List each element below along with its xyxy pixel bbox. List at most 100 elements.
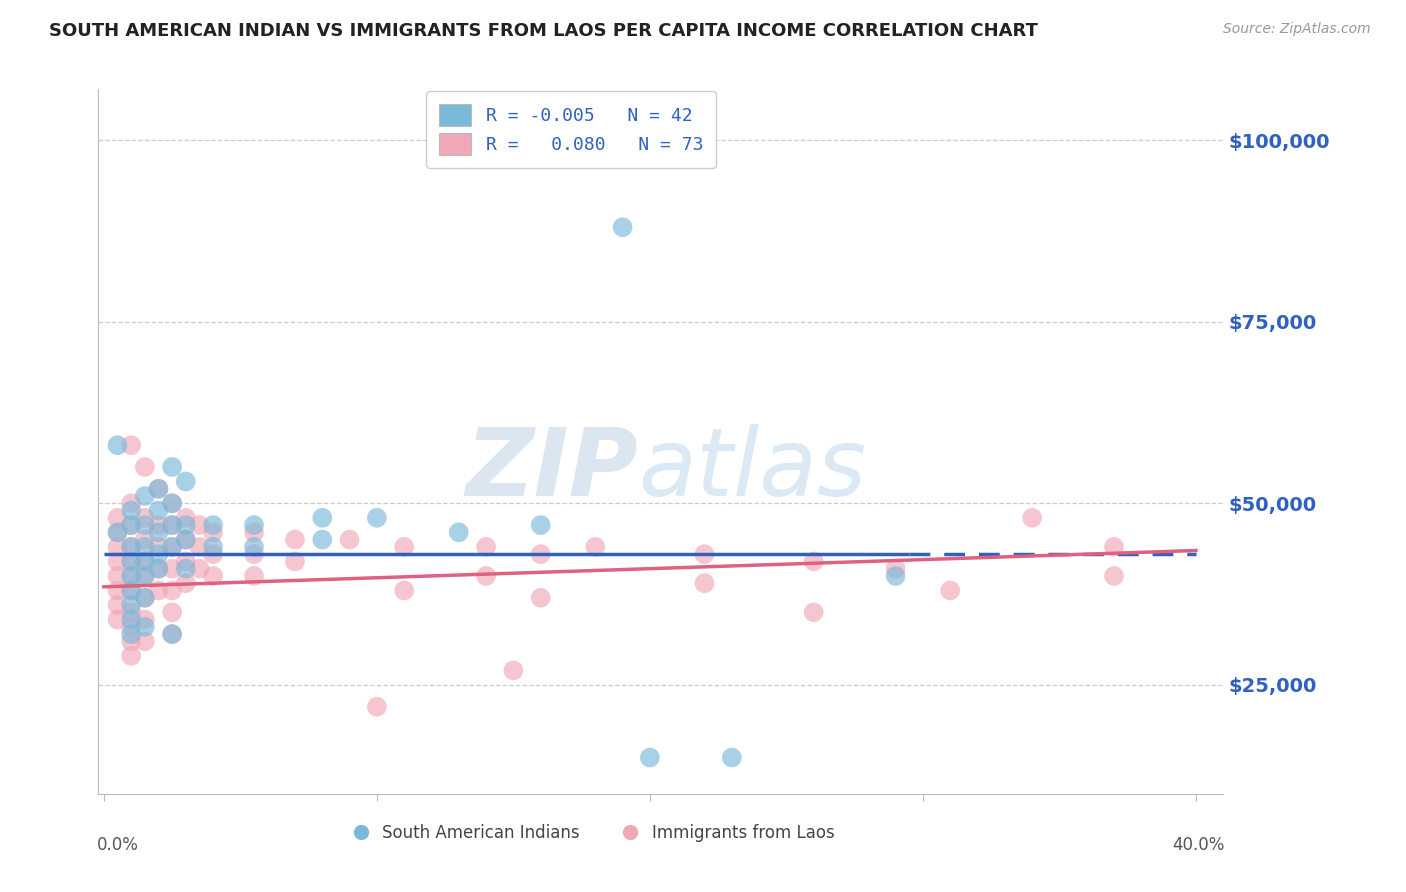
Point: [447, 525, 470, 540]
Point: [134, 634, 156, 648]
Point: [120, 540, 142, 554]
Point: [134, 533, 156, 547]
Point: [160, 460, 183, 475]
Point: [120, 569, 142, 583]
Point: [120, 503, 142, 517]
Point: [134, 613, 156, 627]
Point: [311, 533, 333, 547]
Text: ZIP: ZIP: [465, 424, 638, 516]
Point: [160, 518, 183, 533]
Point: [120, 518, 142, 533]
Point: [243, 525, 266, 540]
Point: [134, 569, 156, 583]
Point: [475, 569, 498, 583]
Point: [148, 583, 170, 598]
Point: [107, 569, 129, 583]
Point: [120, 554, 142, 568]
Point: [148, 518, 170, 533]
Point: [120, 613, 142, 627]
Point: [174, 562, 197, 576]
Point: [243, 540, 266, 554]
Point: [160, 496, 183, 510]
Point: [939, 583, 962, 598]
Point: [284, 554, 307, 568]
Point: [107, 598, 129, 612]
Point: [120, 569, 142, 583]
Point: [392, 540, 415, 554]
Point: [160, 562, 183, 576]
Point: [202, 569, 225, 583]
Point: [120, 518, 142, 533]
Point: [134, 591, 156, 605]
Point: [160, 627, 183, 641]
Point: [284, 533, 307, 547]
Point: [160, 518, 183, 533]
Point: [107, 583, 129, 598]
Point: [174, 576, 197, 591]
Point: [120, 496, 142, 510]
Point: [202, 525, 225, 540]
Point: [107, 554, 129, 568]
Point: [638, 750, 661, 764]
Point: [530, 518, 553, 533]
Text: Source: ZipAtlas.com: Source: ZipAtlas.com: [1223, 22, 1371, 37]
Point: [174, 475, 197, 489]
Point: [188, 540, 211, 554]
Point: [107, 525, 129, 540]
Point: [160, 583, 183, 598]
Point: [174, 511, 197, 525]
Point: [148, 482, 170, 496]
Point: [134, 540, 156, 554]
Point: [120, 583, 142, 598]
Point: [1021, 511, 1043, 525]
Point: [120, 648, 142, 663]
Point: [693, 576, 716, 591]
Point: [583, 540, 606, 554]
Point: [884, 569, 907, 583]
Point: [160, 627, 183, 641]
Text: atlas: atlas: [638, 425, 866, 516]
Point: [120, 583, 142, 598]
Point: [148, 540, 170, 554]
Point: [339, 533, 361, 547]
Point: [243, 569, 266, 583]
Point: [148, 562, 170, 576]
Point: [366, 699, 388, 714]
Point: [188, 518, 211, 533]
Point: [243, 547, 266, 561]
Point: [720, 750, 742, 764]
Point: [134, 554, 156, 568]
Point: [530, 547, 553, 561]
Point: [107, 511, 129, 525]
Point: [120, 540, 142, 554]
Point: [693, 547, 716, 561]
Point: [530, 591, 553, 605]
Point: [475, 540, 498, 554]
Point: [120, 620, 142, 634]
Point: [160, 496, 183, 510]
Point: [120, 554, 142, 568]
Point: [160, 605, 183, 619]
Point: [174, 533, 197, 547]
Point: [120, 598, 142, 612]
Text: 40.0%: 40.0%: [1173, 836, 1225, 855]
Point: [502, 664, 524, 678]
Point: [120, 438, 142, 452]
Point: [148, 482, 170, 496]
Point: [202, 518, 225, 533]
Point: [160, 540, 183, 554]
Point: [107, 613, 129, 627]
Point: [174, 533, 197, 547]
Point: [148, 525, 170, 540]
Point: [188, 562, 211, 576]
Point: [120, 634, 142, 648]
Point: [134, 591, 156, 605]
Point: [366, 511, 388, 525]
Point: [803, 554, 825, 568]
Point: [202, 540, 225, 554]
Legend: South American Indians, Immigrants from Laos: South American Indians, Immigrants from …: [346, 818, 841, 849]
Point: [134, 489, 156, 503]
Point: [120, 605, 142, 619]
Point: [148, 562, 170, 576]
Point: [120, 627, 142, 641]
